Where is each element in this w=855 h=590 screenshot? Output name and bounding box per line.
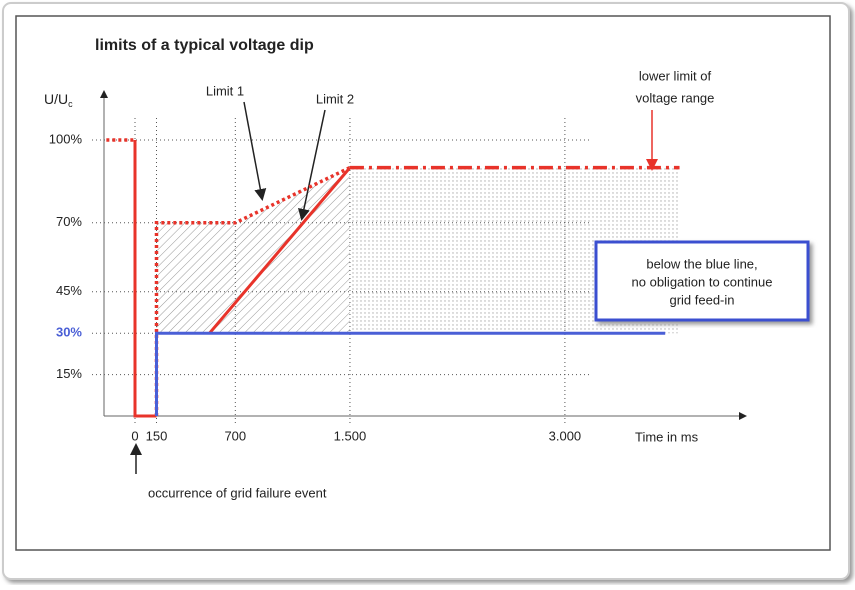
limit-label: Limit 2 xyxy=(316,91,354,106)
note-text: no obligation to continue xyxy=(632,274,773,289)
x-tick-label: 3.000 xyxy=(549,428,582,443)
series-line xyxy=(106,138,351,416)
y-tick-label: 100% xyxy=(49,131,83,146)
note-text: grid feed-in xyxy=(669,292,734,307)
x-tick-label: 0 xyxy=(131,428,138,443)
x-tick-label: 700 xyxy=(224,428,246,443)
y-tick-label: 45% xyxy=(56,283,82,298)
y-label-main: U/U xyxy=(44,91,68,107)
annotation: occurrence of grid failure event xyxy=(148,485,327,500)
chart-title: limits of a typical voltage dip xyxy=(95,37,314,54)
inner-frame xyxy=(15,15,831,551)
x-axis-label: Time in ms xyxy=(635,429,699,444)
annotation: lower limit of xyxy=(639,68,712,83)
y-tick-label: 70% xyxy=(56,214,82,229)
limit-label: Limit 1 xyxy=(206,83,244,98)
plot xyxy=(106,138,680,418)
series-line xyxy=(133,140,352,418)
x-tick-label: 1.500 xyxy=(334,428,367,443)
y-tick-label: 30% xyxy=(56,325,82,340)
annotation: voltage range xyxy=(636,90,715,105)
series-line xyxy=(154,331,666,416)
arrow xyxy=(298,109,326,221)
x-tick-label: 150 xyxy=(146,428,168,443)
y-label-sub: c xyxy=(68,99,73,109)
note-text: below the blue line, xyxy=(646,256,757,271)
y-tick-label: 15% xyxy=(56,366,82,381)
note-box xyxy=(594,240,810,322)
y-axis-label: U/Uc xyxy=(44,91,73,110)
arrow xyxy=(243,101,267,201)
